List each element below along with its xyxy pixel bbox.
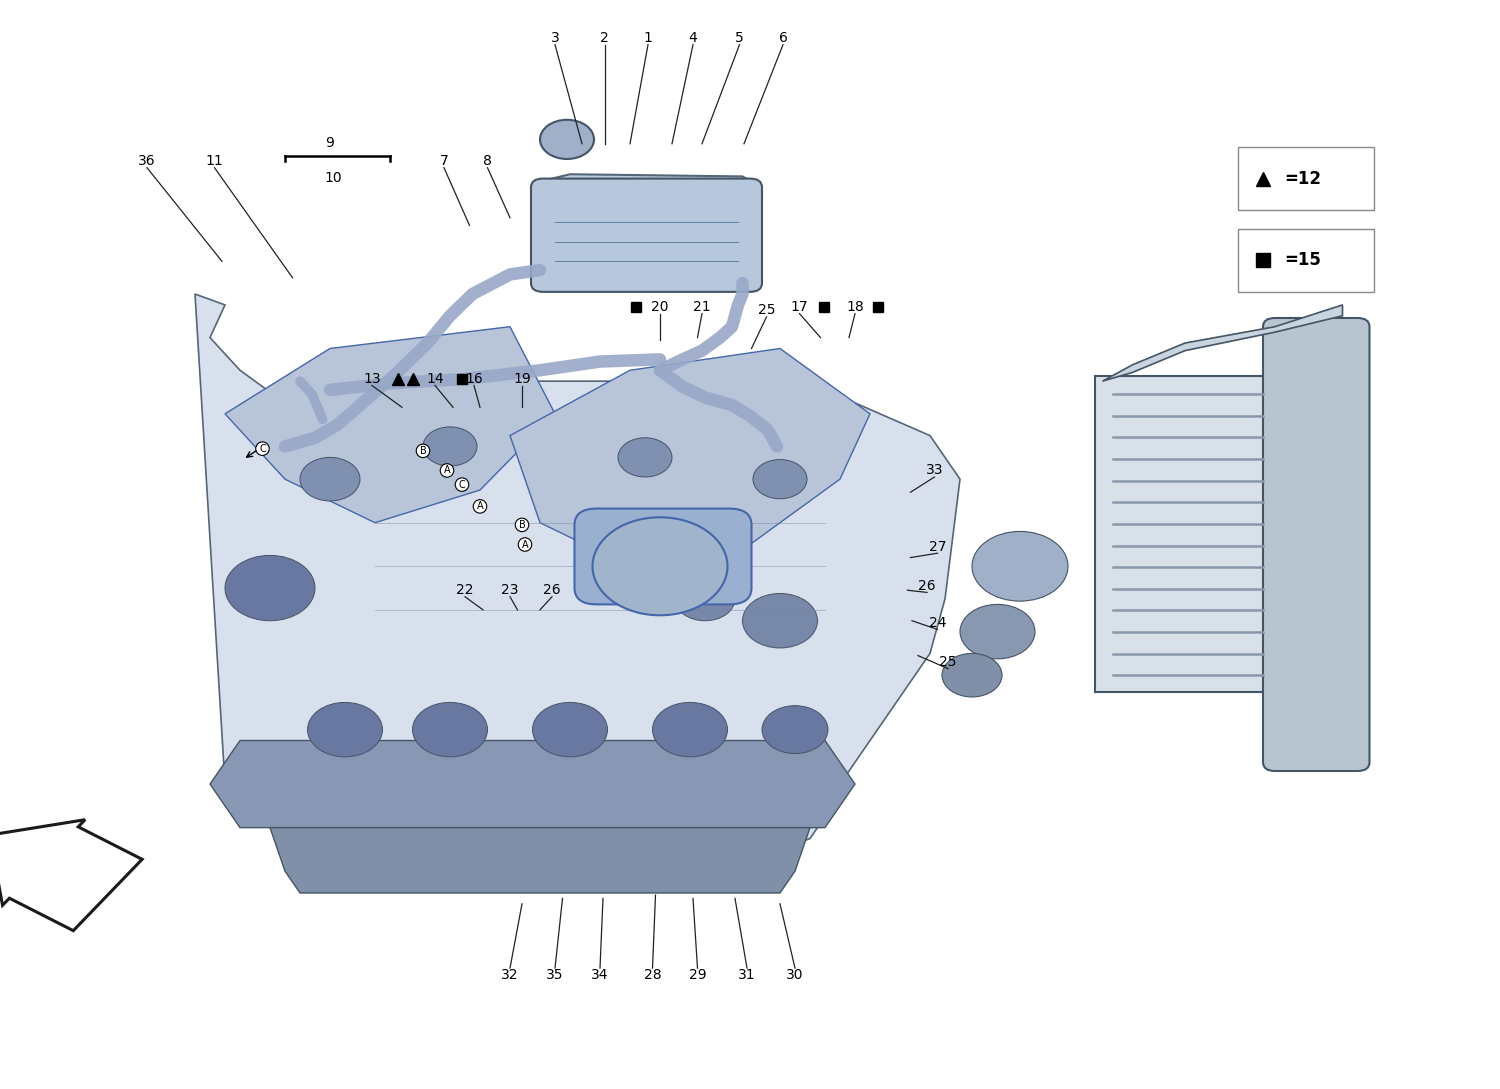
Text: 1: 1 [644, 32, 652, 45]
Circle shape [592, 517, 728, 615]
Polygon shape [0, 820, 142, 931]
Text: 26: 26 [918, 579, 936, 592]
Polygon shape [510, 348, 870, 566]
Text: 17: 17 [790, 301, 808, 314]
FancyBboxPatch shape [574, 509, 752, 604]
Text: 18: 18 [846, 301, 864, 314]
Circle shape [675, 577, 735, 621]
Circle shape [413, 702, 488, 757]
FancyBboxPatch shape [1238, 147, 1374, 210]
Circle shape [960, 604, 1035, 659]
Text: 19: 19 [513, 372, 531, 386]
Circle shape [308, 702, 382, 757]
Circle shape [942, 653, 1002, 697]
FancyBboxPatch shape [1095, 376, 1282, 692]
Text: 30: 30 [786, 968, 804, 981]
Text: 25: 25 [758, 304, 776, 317]
Text: 5: 5 [735, 32, 744, 45]
Polygon shape [270, 828, 810, 893]
Circle shape [762, 706, 828, 754]
Text: B: B [519, 519, 525, 530]
Circle shape [532, 702, 608, 757]
Text: 3: 3 [550, 32, 560, 45]
Polygon shape [532, 174, 762, 229]
Text: A: A [522, 539, 528, 550]
Text: B: B [420, 445, 426, 456]
Text: 32: 32 [501, 968, 519, 981]
Polygon shape [195, 294, 960, 882]
Circle shape [652, 702, 728, 757]
Polygon shape [1102, 305, 1342, 381]
Text: 36: 36 [138, 155, 156, 168]
Text: 11: 11 [206, 155, 224, 168]
Circle shape [300, 457, 360, 501]
Circle shape [423, 427, 477, 466]
Text: 6: 6 [778, 32, 788, 45]
Text: 16: 16 [465, 372, 483, 386]
Text: 2: 2 [600, 32, 609, 45]
Circle shape [742, 594, 818, 648]
Text: 25: 25 [939, 656, 957, 669]
Circle shape [972, 531, 1068, 601]
Text: 8: 8 [483, 155, 492, 168]
Circle shape [225, 555, 315, 621]
FancyBboxPatch shape [531, 179, 762, 292]
Text: 34: 34 [591, 968, 609, 981]
Text: 9: 9 [326, 136, 334, 150]
Text: 4: 4 [688, 32, 698, 45]
Text: 22: 22 [456, 584, 474, 597]
Circle shape [540, 120, 594, 159]
Text: 13: 13 [363, 372, 381, 386]
Polygon shape [225, 327, 555, 523]
Circle shape [618, 438, 672, 477]
Text: 28: 28 [644, 968, 662, 981]
Circle shape [753, 460, 807, 499]
Text: =15: =15 [1284, 252, 1322, 269]
Text: 23: 23 [501, 584, 519, 597]
Text: 20: 20 [651, 301, 669, 314]
Text: 26: 26 [543, 584, 561, 597]
Text: C: C [459, 479, 465, 490]
Text: 27: 27 [928, 540, 946, 553]
Text: 29: 29 [688, 968, 706, 981]
Text: C: C [260, 443, 266, 454]
Text: 31: 31 [738, 968, 756, 981]
Text: =12: =12 [1284, 170, 1322, 187]
Polygon shape [210, 741, 855, 828]
Text: 35: 35 [546, 968, 564, 981]
Text: 33: 33 [926, 464, 944, 477]
FancyBboxPatch shape [1263, 318, 1370, 771]
FancyBboxPatch shape [1238, 229, 1374, 292]
Text: 24: 24 [928, 616, 946, 629]
Text: A: A [477, 501, 483, 512]
Text: 21: 21 [693, 301, 711, 314]
Polygon shape [1275, 368, 1342, 723]
Text: A: A [444, 465, 450, 476]
Text: 7: 7 [440, 155, 448, 168]
Text: 10: 10 [324, 171, 342, 185]
Text: 14: 14 [426, 372, 444, 386]
